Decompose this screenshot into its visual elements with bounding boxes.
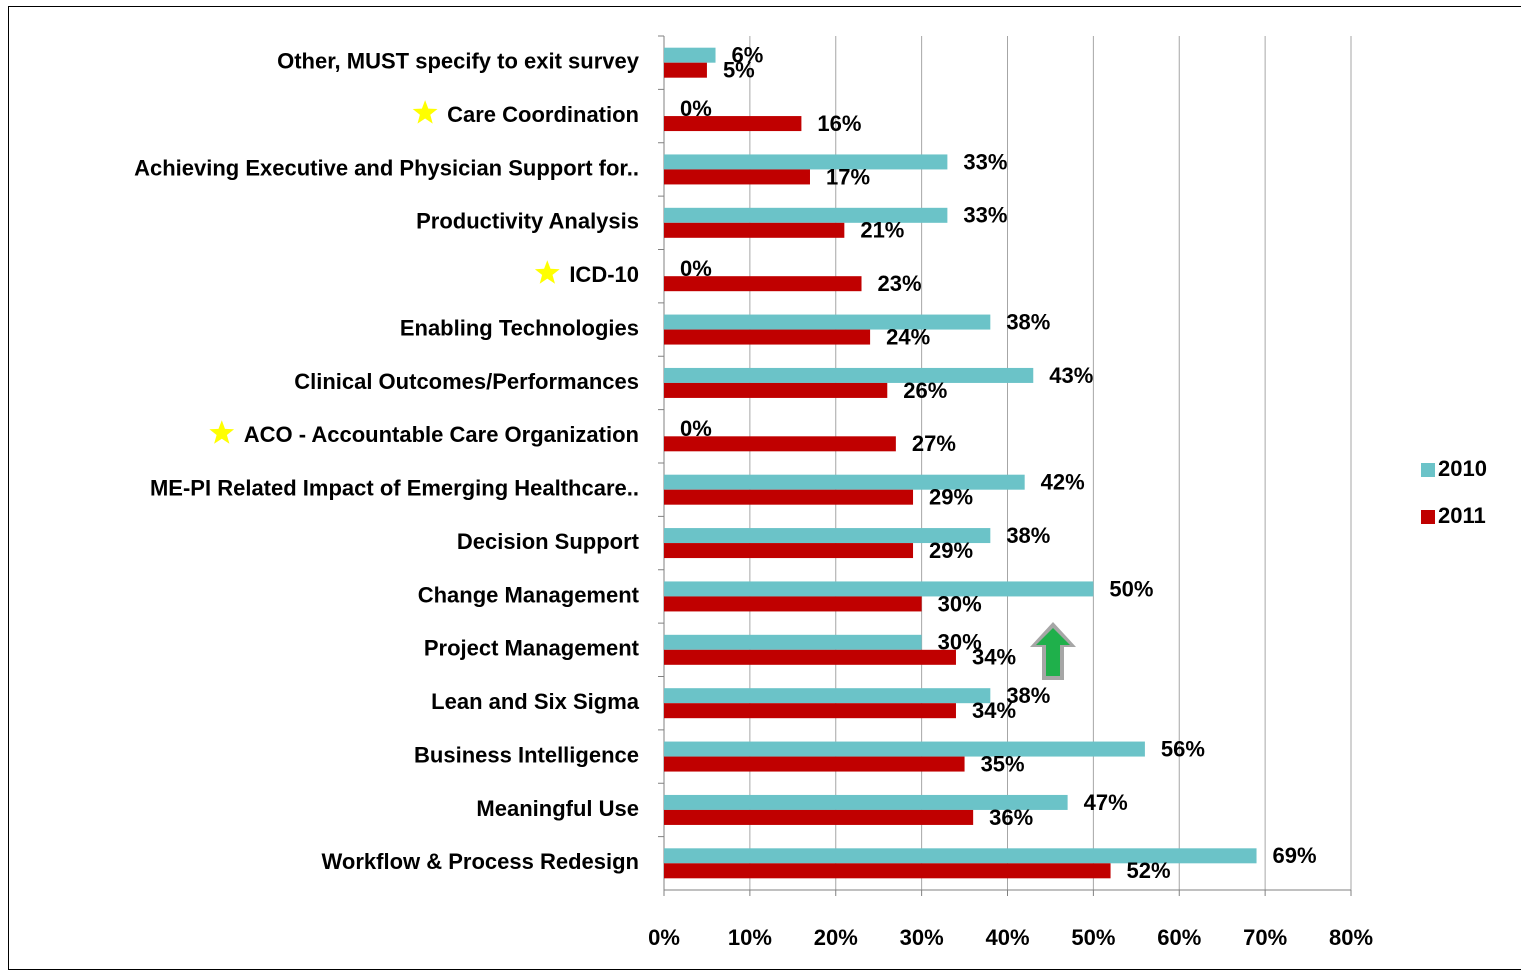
bar <box>664 436 896 452</box>
data-label: 24% <box>886 324 930 349</box>
bar <box>664 741 1145 757</box>
x-tick-label: 50% <box>1071 925 1115 950</box>
data-label: 27% <box>912 431 956 456</box>
bar <box>664 794 1068 810</box>
y-tick-label: Productivity Analysis <box>416 209 639 234</box>
bar <box>664 863 1111 879</box>
bar <box>664 703 956 719</box>
data-label: 6% <box>732 43 764 68</box>
data-label: 56% <box>1161 736 1205 761</box>
bar <box>664 47 716 63</box>
bar <box>664 116 802 132</box>
bar <box>664 314 991 330</box>
data-label: 33% <box>963 203 1007 228</box>
x-tick-label: 0% <box>648 925 680 950</box>
y-tick-label: Business Intelligence <box>414 742 639 767</box>
data-label: 36% <box>989 805 1033 830</box>
y-tick-label: Achieving Executive and Physician Suppor… <box>134 155 639 180</box>
x-tick-label: 40% <box>985 925 1029 950</box>
data-label: 29% <box>929 538 973 563</box>
y-tick-label: Workflow & Process Redesign <box>322 849 639 874</box>
star-icon <box>534 260 560 284</box>
y-tick-label: Lean and Six Sigma <box>431 689 640 714</box>
legend-label: 2011 <box>1438 503 1486 528</box>
data-label: 69% <box>1273 843 1317 868</box>
bar <box>664 382 888 398</box>
bar <box>664 276 862 292</box>
data-label: 42% <box>1041 470 1085 495</box>
data-label: 26% <box>903 378 947 403</box>
bar <box>664 649 956 665</box>
bar <box>664 756 965 772</box>
y-tick-label: Decision Support <box>457 529 640 554</box>
bar <box>664 474 1025 490</box>
bar <box>664 848 1257 864</box>
data-label: 34% <box>972 645 1016 670</box>
data-label: 47% <box>1084 790 1128 815</box>
y-tick-label: Change Management <box>418 582 640 607</box>
bar <box>664 596 922 612</box>
x-tick-label: 10% <box>728 925 772 950</box>
data-label: 38% <box>1006 523 1050 548</box>
trend-arrow <box>1030 622 1076 680</box>
data-label: 38% <box>1006 683 1050 708</box>
data-label: 5% <box>723 58 755 83</box>
star-icon <box>209 420 235 444</box>
bar <box>664 62 707 78</box>
x-tick-label: 70% <box>1243 925 1287 950</box>
bar <box>664 634 922 650</box>
legend-label: 2010 <box>1438 456 1487 481</box>
data-label: 38% <box>1006 309 1050 334</box>
star-icon <box>412 100 438 124</box>
bar <box>664 367 1034 383</box>
bar <box>664 207 948 223</box>
y-tick-label: Meaningful Use <box>476 796 639 821</box>
x-tick-label: 20% <box>814 925 858 950</box>
bar <box>664 489 914 505</box>
data-label: 43% <box>1049 363 1093 388</box>
y-tick-label: Other, MUST specify to exit survey <box>277 49 640 74</box>
data-label: 30% <box>938 591 982 616</box>
bar <box>664 222 845 238</box>
bar <box>664 154 948 170</box>
data-label: 21% <box>860 218 904 243</box>
data-label: 29% <box>929 485 973 510</box>
data-label: 17% <box>826 164 870 189</box>
y-tick-label: Care Coordination <box>447 102 639 127</box>
data-label: 50% <box>1109 576 1153 601</box>
legend-swatch <box>1421 510 1435 524</box>
y-tick-label: ICD-10 <box>569 262 639 287</box>
y-tick-label: Clinical Outcomes/Performances <box>294 369 639 394</box>
data-label: 16% <box>817 111 861 136</box>
data-label: 23% <box>878 271 922 296</box>
data-label: 52% <box>1127 858 1171 883</box>
data-label: 34% <box>972 698 1016 723</box>
bar <box>664 688 991 704</box>
bar <box>664 581 1094 597</box>
x-tick-label: 60% <box>1157 925 1201 950</box>
bar <box>664 169 810 185</box>
bar <box>664 809 974 825</box>
legend-swatch <box>1421 463 1435 477</box>
y-tick-label: Enabling Technologies <box>400 315 639 340</box>
x-tick-label: 30% <box>900 925 944 950</box>
data-label: 35% <box>981 751 1025 776</box>
data-label: 33% <box>963 149 1007 174</box>
y-tick-label: ACO - Accountable Care Organization <box>244 422 639 447</box>
bar <box>664 329 871 345</box>
x-tick-label: 80% <box>1329 925 1373 950</box>
bar <box>664 543 914 559</box>
bar <box>664 528 991 544</box>
y-tick-label: ME-PI Related Impact of Emerging Healthc… <box>150 476 639 501</box>
y-tick-label: Project Management <box>424 636 640 661</box>
